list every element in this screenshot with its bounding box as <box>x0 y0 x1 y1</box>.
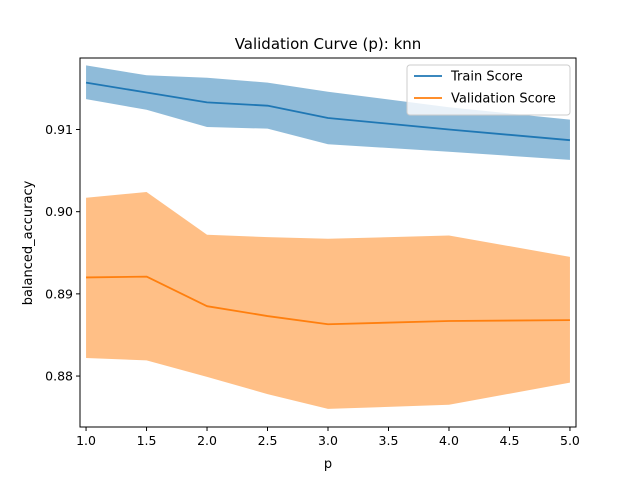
x-tick-label: 1.0 <box>76 433 96 448</box>
x-axis-ticks: 1.0 1.5 2.0 2.5 3.0 3.5 4.0 4.5 5.0 <box>76 427 580 448</box>
train-score-line <box>85 81 571 142</box>
legend-validation-label: Validation Score <box>451 92 556 107</box>
y-tick-label: 0.89 <box>45 286 73 301</box>
x-tick-label: 5.0 <box>560 433 580 448</box>
x-tick-label: 2.5 <box>258 433 278 448</box>
x-axis-label: p <box>324 457 332 472</box>
y-tick-label: 0.88 <box>45 369 73 384</box>
x-tick-label: 2.0 <box>197 433 217 448</box>
validation-score-line <box>86 275 570 326</box>
series-lines <box>85 81 571 326</box>
legend-train-label: Train Score <box>450 70 523 85</box>
y-axis-ticks: 0.88 0.89 0.90 0.91 <box>45 122 80 384</box>
x-tick-label: 4.0 <box>439 433 459 448</box>
chart-title: Validation Curve (p): knn <box>235 35 422 53</box>
x-tick-label: 3.5 <box>379 433 399 448</box>
x-tick-label: 3.0 <box>318 433 338 448</box>
train-score-band <box>86 65 570 160</box>
x-tick-label: 1.5 <box>137 433 157 448</box>
confidence-bands <box>86 65 570 409</box>
legend: Train Score Validation Score <box>406 64 571 116</box>
y-tick-label: 0.91 <box>45 122 73 137</box>
legend-box <box>406 64 571 116</box>
x-tick-label: 4.5 <box>500 433 520 448</box>
y-tick-label: 0.90 <box>45 204 73 219</box>
validation-score-band <box>86 191 570 409</box>
y-axis-label: balanced_accuracy <box>21 180 36 305</box>
